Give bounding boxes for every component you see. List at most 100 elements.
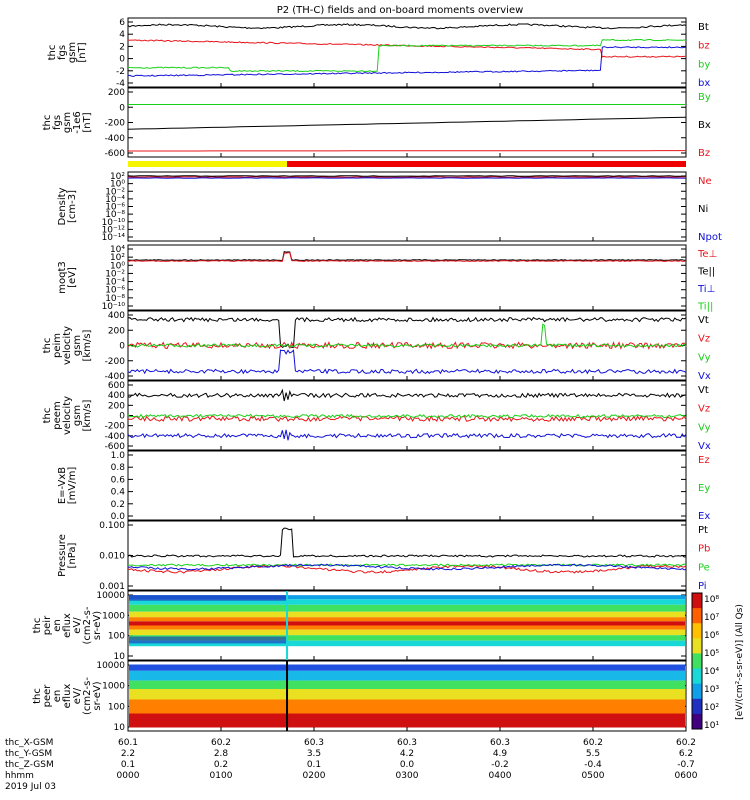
y-axis-label: eflux bbox=[62, 684, 73, 709]
y-axis-label: eV/ bbox=[72, 687, 83, 704]
spectrogram-band bbox=[129, 621, 685, 626]
y-tick-label: 600 bbox=[108, 381, 125, 391]
y-axis-label: (cm2-s- bbox=[82, 677, 93, 715]
legend-by: by bbox=[698, 59, 710, 70]
colorbar-segment bbox=[692, 683, 702, 700]
legend-Te||: Te|| bbox=[697, 266, 715, 277]
colorbar-frame bbox=[691, 592, 703, 730]
y-tick-label: 200 bbox=[108, 326, 125, 336]
colorbar-tick-label: 10⁷ bbox=[704, 613, 719, 623]
series-Te|| bbox=[127, 250, 687, 261]
x-tick-label: 0500 bbox=[582, 771, 605, 781]
y-tick-label: -400 bbox=[105, 432, 126, 442]
y-axis-label: fgs bbox=[57, 45, 68, 60]
spectrogram-band bbox=[129, 604, 685, 612]
y-tick-label: 10⁻¹⁴ bbox=[102, 233, 126, 243]
y-tick-label: 0 bbox=[119, 342, 125, 352]
spectrogram-band bbox=[129, 689, 685, 700]
legend-Pt: Pt bbox=[698, 525, 708, 536]
legend-Ti||: Ti|| bbox=[697, 301, 713, 312]
y-axis-label: sr-eV) bbox=[92, 611, 103, 640]
colorbar-segment bbox=[692, 593, 702, 609]
y-tick-label: 0.6 bbox=[111, 475, 126, 485]
y-tick-label: 100 bbox=[108, 632, 125, 642]
spectrogram-band bbox=[129, 664, 685, 671]
panel-frame bbox=[127, 171, 687, 242]
x-tick-label: 0200 bbox=[303, 771, 326, 781]
y-tick-label: 10⁻⁴ bbox=[105, 278, 125, 288]
y-tick-label: -4 bbox=[116, 79, 125, 89]
y-tick-label: 10⁻² bbox=[105, 269, 125, 279]
series-Pb bbox=[127, 564, 687, 574]
colorbar-tick-label: 10⁸ bbox=[704, 595, 719, 605]
spectrogram-band bbox=[129, 599, 685, 605]
colorbar-label: [eV/(cm²-s-sr-eV)] (All Qs) bbox=[735, 604, 745, 720]
y-axis-label: gsm bbox=[72, 335, 83, 356]
spectrogram-band bbox=[129, 595, 685, 600]
y-axis-label: [km/s] bbox=[82, 399, 93, 431]
y-tick-label: 10⁻¹⁰ bbox=[102, 218, 126, 228]
x-tick-label: 3.5 bbox=[307, 749, 321, 759]
legend-Pe: Pe bbox=[698, 562, 710, 573]
y-axis-label: [nT] bbox=[82, 112, 93, 132]
x-tick-label: 4.2 bbox=[400, 749, 414, 759]
series-Te⊥ bbox=[127, 252, 687, 262]
y-axis-label: E=-VxB bbox=[57, 467, 68, 504]
series-Vx bbox=[127, 349, 687, 375]
y-axis-label: gsm bbox=[62, 112, 73, 133]
x-tick-label: -0.4 bbox=[584, 760, 602, 770]
x-tick-label: 0000 bbox=[117, 771, 140, 781]
y-tick-label: 10⁻¹⁰ bbox=[102, 302, 126, 312]
colorbar-tick-label: 10⁴ bbox=[704, 667, 719, 677]
y-tick-label: 2 bbox=[119, 42, 125, 52]
y-axis-label: peem bbox=[52, 401, 63, 429]
x-tick-label: 2.8 bbox=[214, 749, 229, 759]
y-tick-label: 0.010 bbox=[99, 552, 125, 562]
y-axis-label: peim bbox=[52, 333, 63, 358]
colorbar-segment bbox=[692, 653, 702, 670]
y-tick-label: 10⁻¹² bbox=[102, 225, 126, 235]
legend-Vy: Vy bbox=[698, 352, 711, 363]
legend-Ne: Ne bbox=[698, 176, 712, 187]
y-tick-label: 0 bbox=[119, 412, 125, 422]
panel-peim: 400 200 0 -200 -400 thc peim velocity gsm [km/s] V… bbox=[42, 310, 711, 382]
legend-Vx: Vx bbox=[698, 371, 711, 382]
y-axis-label: peer bbox=[42, 684, 53, 708]
y-tick-label: 200 bbox=[108, 401, 125, 411]
series-Vx bbox=[127, 429, 687, 441]
y-axis-label: peir bbox=[42, 615, 53, 635]
panel-peir: 10000 1000 100 10 thc peir en eflux eV/(cm2-s-sr… bbox=[32, 590, 687, 662]
y-tick-label: 10² bbox=[110, 172, 125, 182]
y-tick-label: 200 bbox=[108, 88, 125, 98]
y-tick-label: 0.8 bbox=[111, 463, 126, 473]
x-tick-label: 6.2 bbox=[679, 749, 693, 759]
x-row-label: thc_Y-GSM bbox=[5, 749, 52, 759]
bottom-axis: thc_X-GSM 60.1 60.2 60.3 60.3 60.3 60.2 60.2 thc… bbox=[5, 738, 698, 792]
spectrogram-band bbox=[129, 699, 685, 714]
y-axis-label: moqt3 bbox=[57, 261, 68, 294]
y-axis-label: velocity bbox=[62, 396, 73, 435]
colorbar-segment bbox=[692, 608, 702, 624]
y-axis-label: gsm bbox=[72, 405, 83, 426]
y-axis-label: Density bbox=[57, 187, 68, 225]
y-axis-label: [cm-3] bbox=[67, 190, 78, 223]
colorbar: 10⁸ 10⁷ 10⁶ 10⁵ 10⁴ 10³ 10² 10¹ [eV/(cm²-s-sr-eV… bbox=[691, 592, 745, 731]
series-Vy bbox=[127, 323, 687, 348]
y-axis-label: [nPa] bbox=[67, 542, 78, 568]
y-tick-label: -600 bbox=[105, 149, 126, 159]
y-tick-label: 1000 bbox=[102, 682, 125, 692]
y-tick-label: 10000 bbox=[96, 661, 125, 671]
x-tick-label: 2.2 bbox=[121, 749, 135, 759]
x-tick-label: 60.2 bbox=[211, 738, 231, 748]
panel-frame bbox=[127, 87, 687, 158]
legend-Ni: Ni bbox=[698, 204, 708, 215]
legend-Vx: Vx bbox=[698, 441, 711, 452]
x-row-label: hhmm bbox=[5, 771, 34, 781]
series-bx bbox=[128, 46, 686, 78]
panel-frame bbox=[127, 450, 687, 521]
series-Ne bbox=[127, 176, 686, 178]
legend-Te⊥: Te⊥ bbox=[697, 249, 717, 260]
y-tick-label: 4 bbox=[119, 30, 125, 40]
x-tick-label: 60.2 bbox=[583, 738, 603, 748]
